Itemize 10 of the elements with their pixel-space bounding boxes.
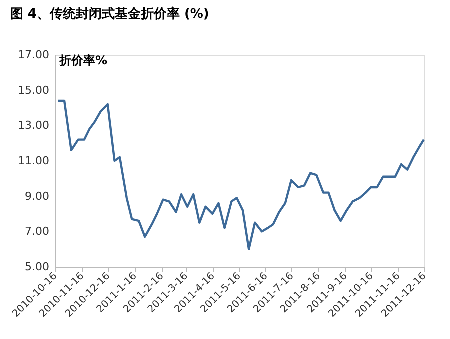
y-tick-label: 13.00 (18, 119, 50, 132)
y-tick-label: 17.00 (18, 48, 50, 62)
y-tick-label: 9.00 (25, 190, 50, 203)
chart-title: 图 4、传统封闭式基金折价率 (%) (10, 6, 210, 22)
y-axis-title: 折价率% (58, 54, 108, 68)
y-tick-label: 7.00 (25, 225, 50, 238)
line-series (57, 100, 426, 250)
y-tick-label: 11.00 (18, 154, 50, 168)
y-tick-label: 15.00 (18, 84, 50, 97)
y-tick-label: 5.00 (25, 260, 50, 274)
